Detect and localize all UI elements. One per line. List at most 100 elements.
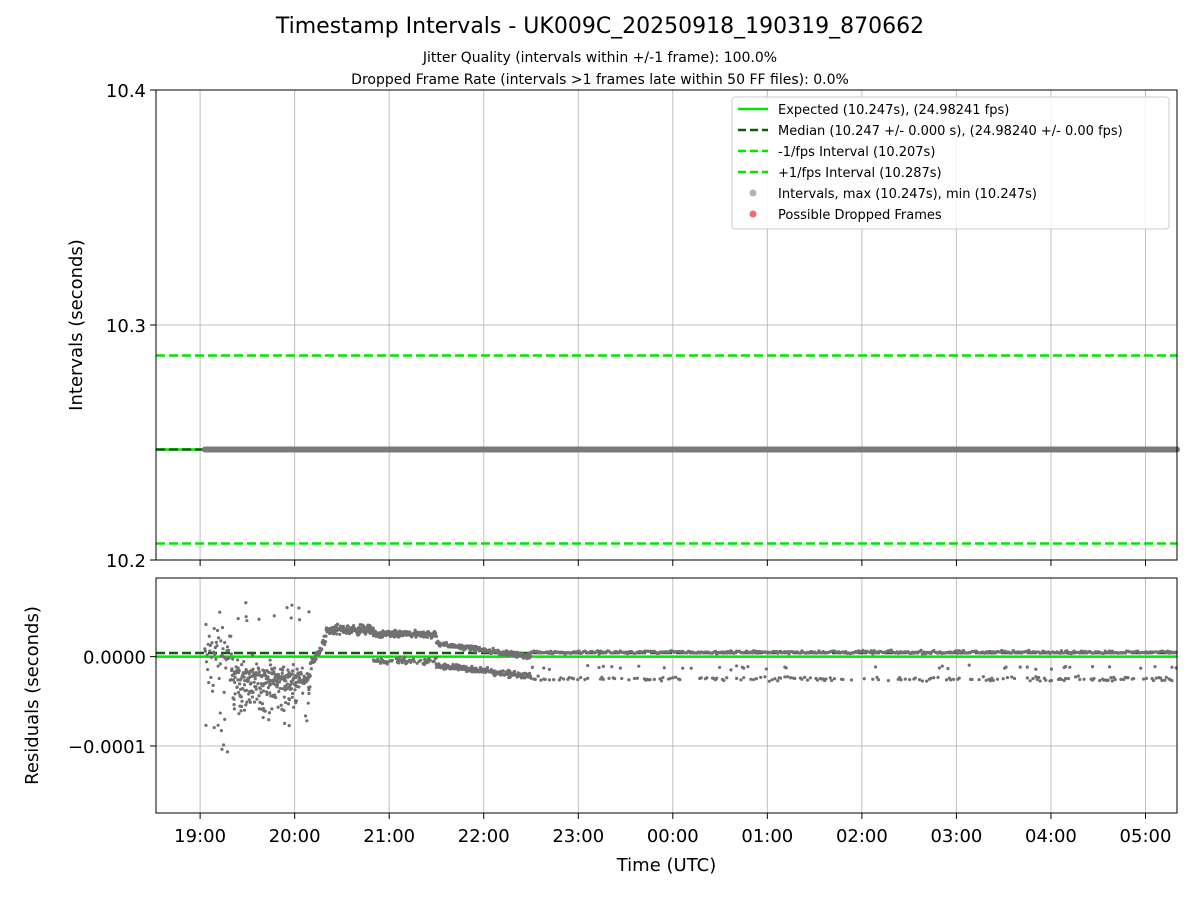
residual-point-227 <box>273 666 277 670</box>
residuals-x-tick-label-3: 22:00 <box>458 826 510 847</box>
residual-point-11 <box>208 643 212 647</box>
residual-point-22 <box>214 657 218 661</box>
residuals-x-tick-label-5: 00:00 <box>647 826 699 847</box>
residual-point-94 <box>239 677 243 681</box>
residual-point-257 <box>281 687 285 691</box>
residual-point-171 <box>258 687 263 691</box>
residual-point-182 <box>261 715 265 720</box>
residual-point-1379 <box>717 665 722 670</box>
residual-point-270 <box>284 700 288 705</box>
residual-point-356 <box>306 701 310 705</box>
residuals-x-tick-label-1: 20:00 <box>269 826 321 847</box>
residual-point-1721 <box>1049 678 1054 683</box>
residual-point-103 <box>241 686 245 691</box>
residual-point-251 <box>279 703 283 707</box>
residual-point-126 <box>247 692 251 696</box>
residual-point-67 <box>232 702 236 707</box>
residual-point-141 <box>250 653 255 657</box>
residual-point-322 <box>296 673 301 677</box>
residual-point-336 <box>300 666 304 670</box>
residual-point-156 <box>254 687 258 691</box>
residual-point-625 <box>392 635 396 639</box>
residual-point-43 <box>223 641 227 645</box>
residual-point-261 <box>282 708 286 713</box>
residual-point-166 <box>257 670 261 674</box>
residual-point-1582 <box>917 678 922 682</box>
residual-point-1376 <box>715 676 719 680</box>
legend-label-1: Median (10.247 +/- 0.000 s), (24.98240 +… <box>778 124 1123 139</box>
residual-point-197 <box>265 692 269 697</box>
residual-point-269 <box>284 679 288 683</box>
residual-point-142 <box>250 695 255 699</box>
chart-subtitle-jitter: Jitter Quality (intervals within +/-1 fr… <box>422 50 778 66</box>
residual-point-1789 <box>1109 676 1113 680</box>
residual-point-1824 <box>1141 677 1146 681</box>
residual-point-1193 <box>539 678 543 682</box>
residual-point-1542 <box>875 675 879 679</box>
residual-point-30 <box>218 610 222 614</box>
residual-point-1815 <box>1132 676 1136 681</box>
residual-point-209 <box>268 658 272 662</box>
residuals-x-ticks: 19:00 20:00 21:00 22:00 23:00 00:00 01:00 02:00… <box>174 813 1171 847</box>
residual-point-74 <box>234 671 238 675</box>
residual-point-525 <box>363 632 368 636</box>
residual-point-1475 <box>805 678 810 682</box>
residual-point-1496 <box>824 677 828 681</box>
residual-point-1850 <box>1164 675 1168 680</box>
residual-point-360 <box>307 691 311 696</box>
legend-label-2: -1/fps Interval (10.207s) <box>778 145 935 160</box>
residual-point-1485 <box>815 678 820 682</box>
residuals-reference-lines <box>156 651 1177 658</box>
residual-point-586 <box>380 635 385 639</box>
residual-point-1858 <box>1170 665 1174 669</box>
residual-point-10 <box>208 649 212 653</box>
residual-point-779 <box>434 655 439 660</box>
residual-point-1272 <box>613 677 617 681</box>
residual-point-1500 <box>828 676 832 680</box>
residual-point-29 <box>217 676 221 681</box>
residual-point-256 <box>280 668 285 672</box>
residual-point-66 <box>232 697 236 701</box>
residual-point-1729 <box>1058 651 1062 655</box>
residual-point-87 <box>237 669 241 673</box>
residual-point-53 <box>227 656 231 660</box>
residual-point-1181 <box>529 676 533 680</box>
residuals-x-tick-label-2: 21:00 <box>363 826 415 847</box>
residual-point-170 <box>258 700 262 704</box>
residual-point-1742 <box>1066 677 1071 681</box>
legend-box <box>731 96 1170 230</box>
residual-point-1659 <box>991 678 995 682</box>
residual-point-20 <box>213 652 217 656</box>
residual-point-710 <box>415 661 419 665</box>
residual-point-1432 <box>767 679 771 683</box>
residual-point-315 <box>294 680 299 684</box>
residual-point-1218 <box>562 677 566 681</box>
residual-point-1478 <box>808 676 812 680</box>
residual-point-1681 <box>1012 676 1017 681</box>
residual-point-1387 <box>725 676 729 680</box>
residual-point-1190 <box>536 674 540 678</box>
residual-point-1441 <box>776 679 780 683</box>
residual-point-173 <box>259 691 263 695</box>
residual-point-1414 <box>750 651 754 655</box>
residual-point-1672 <box>1004 665 1008 669</box>
residual-point-100 <box>240 699 244 703</box>
residuals-x-tick-label-9: 04:00 <box>1025 826 1077 847</box>
residual-point-1621 <box>954 649 959 653</box>
residual-point-79 <box>235 658 240 662</box>
residual-point-148 <box>252 680 256 684</box>
residual-point-1147 <box>521 671 525 676</box>
residual-point-1505 <box>832 677 837 681</box>
residual-point-399 <box>324 634 328 638</box>
residual-point-1513 <box>841 677 845 682</box>
residual-point-191 <box>263 709 267 713</box>
residual-point-24 <box>215 644 219 648</box>
residual-point-1606 <box>940 664 944 668</box>
residual-point-1537 <box>871 677 875 681</box>
residual-point-351 <box>305 719 309 723</box>
residual-point-1295 <box>637 664 641 668</box>
residual-point-1677 <box>1010 651 1014 655</box>
residual-point-2 <box>204 622 208 627</box>
residual-point-1795 <box>1113 677 1117 682</box>
